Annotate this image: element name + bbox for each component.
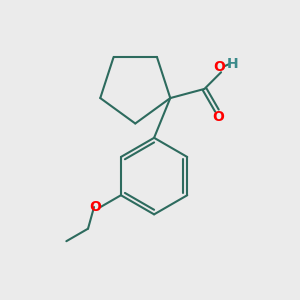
Text: O: O — [214, 60, 226, 74]
Text: O: O — [212, 110, 224, 124]
Text: O: O — [89, 200, 101, 214]
Text: H: H — [226, 57, 238, 71]
